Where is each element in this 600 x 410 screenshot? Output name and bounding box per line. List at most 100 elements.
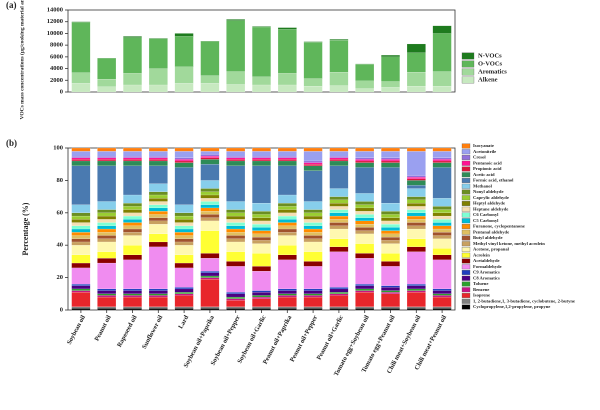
bar-segment [226, 293, 246, 298]
legend-swatch [461, 218, 471, 224]
bar-segment [329, 225, 349, 230]
bar-segment [252, 159, 271, 162]
bar-segment [303, 147, 323, 152]
bar-segment [123, 219, 142, 223]
bar-segment [97, 228, 117, 233]
bar-segment [97, 165, 117, 202]
bar-segment [432, 222, 452, 226]
bar-segment [277, 147, 297, 152]
bar-segment [148, 233, 168, 243]
bar-segment [303, 295, 323, 298]
bar-segment [406, 284, 426, 286]
bar-segment [174, 235, 194, 239]
y-tick-label: 8000 [50, 42, 63, 49]
bar-segment [97, 238, 117, 243]
bar-segment [432, 259, 452, 290]
bar-segment [123, 206, 142, 210]
bar-segment [148, 183, 168, 192]
bar-segment [252, 156, 271, 158]
bar-segment [432, 254, 452, 260]
bar-segment [123, 306, 142, 309]
bar-segment [123, 147, 142, 152]
bar-segment [123, 159, 142, 162]
bar-segment [329, 156, 349, 158]
bar-segment [200, 157, 220, 160]
bar-segment [329, 72, 349, 86]
bar-segment [432, 248, 452, 255]
bar-segment [303, 151, 323, 162]
bar-segment [381, 217, 400, 221]
bar-segment [200, 154, 220, 157]
bar-segment [200, 194, 220, 199]
bar-segment [355, 80, 375, 89]
bar-segment [71, 285, 91, 290]
bar-segment [123, 215, 142, 220]
bar-segment [71, 288, 91, 291]
bar-segment [381, 55, 400, 57]
bar-segment [252, 230, 271, 234]
bar-segment [355, 151, 375, 158]
bar-segment [97, 159, 117, 162]
bar-segment [252, 76, 271, 86]
bar-segment [329, 288, 349, 293]
bar-segment [432, 306, 452, 309]
legend-label: N-VOCs [478, 52, 502, 59]
bar-segment [97, 308, 117, 311]
legend-label: Caprylic aldehyde [473, 195, 509, 200]
bar-segment [329, 222, 349, 226]
legend-label: C5 Carbonyl [473, 218, 499, 223]
bar-segment [355, 167, 375, 194]
bar-segment [226, 241, 246, 252]
bar-segment [226, 232, 246, 236]
bar-segment [97, 306, 117, 309]
bar-segment [200, 75, 220, 84]
bar-segment [381, 266, 400, 286]
bar-segment [226, 212, 246, 217]
bar-segment [329, 151, 349, 157]
bar-segment [381, 227, 400, 231]
bar-segment [71, 159, 91, 162]
bar-segment [277, 259, 297, 290]
bar-segment [174, 222, 194, 226]
bar-segment [226, 292, 246, 294]
bar-segment [123, 295, 142, 298]
bar-segment [252, 298, 271, 307]
bar-segment [148, 293, 168, 296]
bar-segment [303, 235, 323, 239]
bar-segment [148, 295, 168, 298]
bar-segment [97, 201, 117, 210]
bar-segment [148, 207, 168, 212]
x-tick-label: Rapeseed oil [116, 314, 139, 348]
legend-label: Acetaldehyde [473, 258, 500, 263]
bar-segment [406, 196, 426, 200]
bar-segment [97, 209, 117, 213]
bar-segment [226, 165, 246, 202]
bar-segment [432, 162, 452, 168]
bar-segment [200, 275, 220, 278]
bar-segment [432, 160, 452, 163]
bar-segment [97, 215, 117, 220]
bar-segment [277, 29, 297, 74]
panel-label: (a) [6, 0, 17, 10]
bar-segment [355, 64, 375, 81]
bar-segment [329, 308, 349, 311]
bar-segment [406, 209, 426, 213]
legend-label: Heptane aldehyde [473, 206, 508, 211]
bar-segment [226, 296, 246, 299]
bar-segment [97, 241, 117, 252]
bar-segment [355, 253, 375, 259]
bar-segment [148, 165, 168, 184]
bar-segment [303, 228, 323, 233]
bar-segment [277, 306, 297, 309]
bar-segment [303, 212, 323, 217]
bar-segment [381, 306, 400, 309]
bar-segment [381, 292, 400, 294]
legend-label: Isocyanate [473, 143, 494, 148]
bar-segment [277, 222, 297, 226]
legend-swatch [461, 172, 471, 178]
bar-segment [97, 79, 117, 87]
bar-segment [432, 147, 452, 152]
bar-segment [200, 198, 220, 202]
bar-segment [174, 66, 194, 84]
bar-segment [174, 293, 194, 296]
